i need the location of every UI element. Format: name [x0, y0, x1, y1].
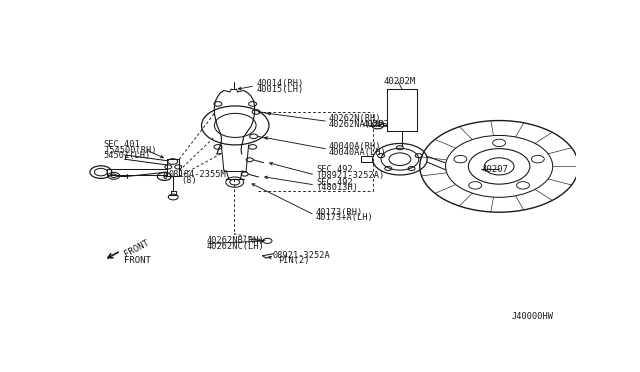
Text: (08921-3252A): (08921-3252A) — [316, 171, 385, 180]
Text: 54501(LH): 54501(LH) — [104, 151, 151, 160]
Text: 40262N(RH): 40262N(RH) — [329, 114, 381, 123]
Text: 40262NB(RH): 40262NB(RH) — [207, 236, 264, 246]
Text: SEC.401: SEC.401 — [104, 140, 141, 149]
Text: 40014(RH): 40014(RH) — [256, 79, 303, 88]
Text: 40040AA(LH): 40040AA(LH) — [329, 148, 387, 157]
Text: J40000HW: J40000HW — [511, 312, 554, 321]
Text: 40040A(RH): 40040A(RH) — [329, 142, 381, 151]
Text: 40173+A(LH): 40173+A(LH) — [316, 214, 373, 222]
Text: 40262NC(LH): 40262NC(LH) — [207, 242, 264, 251]
Text: (8): (8) — [182, 176, 197, 185]
Text: 08184-2355M: 08184-2355M — [168, 170, 226, 179]
Text: 40207: 40207 — [482, 165, 509, 174]
Text: 40015(LH): 40015(LH) — [256, 85, 303, 94]
Text: 40173(RH): 40173(RH) — [316, 208, 363, 217]
Text: FRONT: FRONT — [124, 256, 150, 264]
Text: 8: 8 — [162, 172, 166, 181]
Text: SEC.492: SEC.492 — [316, 178, 353, 187]
Text: (54500(RH): (54500(RH) — [104, 145, 156, 154]
Text: 40222: 40222 — [363, 120, 390, 129]
Text: FRONT: FRONT — [122, 238, 150, 259]
Text: PIN(2): PIN(2) — [278, 256, 310, 265]
Text: 40202M: 40202M — [383, 77, 416, 86]
Text: (48013H): (48013H) — [316, 183, 358, 192]
Text: 40262NA(LH): 40262NA(LH) — [329, 120, 387, 129]
Text: 08921-3252A: 08921-3252A — [273, 251, 330, 260]
Text: SEC.492: SEC.492 — [316, 165, 353, 174]
